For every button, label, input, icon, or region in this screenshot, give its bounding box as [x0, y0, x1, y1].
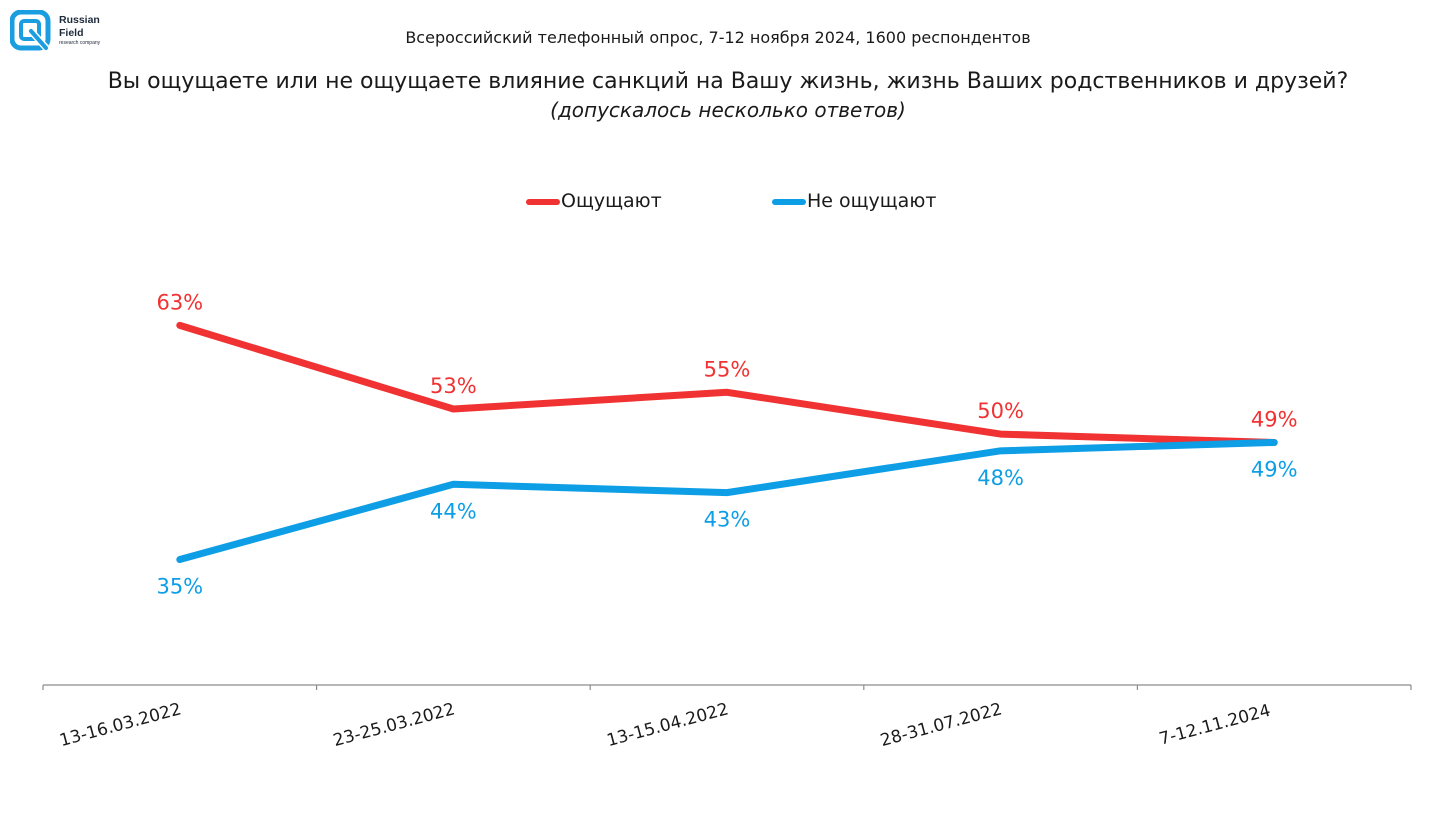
data-label: 43%: [704, 508, 751, 532]
data-label: 49%: [1251, 407, 1298, 431]
logo-text: Russian Field research company: [59, 14, 100, 47]
data-label: 48%: [977, 466, 1024, 490]
logo-tagline: research company: [59, 40, 101, 46]
chart-title: Вы ощущаете или не ощущаете влияние санк…: [107, 69, 1349, 94]
data-label: 35%: [156, 575, 203, 599]
logo-mark-icon: [10, 10, 51, 52]
logo-line-2: Field: [59, 27, 84, 39]
x-tick-label: 28-31.07.2022: [878, 699, 1004, 751]
survey-subtitle: Всероссийский телефонный опрос, 7-12 ноя…: [405, 28, 1031, 47]
data-label: 49%: [1251, 457, 1298, 481]
data-label: 53%: [430, 374, 477, 398]
legend-swatch-series-2: [772, 199, 806, 205]
x-tick-label: 13-15.04.2022: [605, 699, 731, 751]
data-label: 44%: [430, 499, 477, 523]
legend-swatch-series-1: [526, 199, 560, 205]
data-label: 63%: [156, 290, 203, 314]
data-label: 50%: [977, 399, 1024, 423]
legend-label-series-2: Не ощущают: [807, 190, 937, 212]
chart-note: (допускалось несколько ответов): [550, 98, 906, 122]
data-label: 55%: [704, 357, 751, 381]
company-logo: Russian Field research company: [10, 10, 110, 52]
series-line-2: [176, 438, 1278, 564]
logo-line-1: Russian: [59, 14, 100, 26]
x-tick-label: 13-16.03.2022: [57, 699, 183, 751]
legend-label-series-1: Ощущают: [561, 190, 662, 212]
x-tick-label: 23-25.03.2022: [331, 699, 457, 751]
series-line-1: [176, 321, 1278, 446]
x-tick-label: 7-12.11.2024: [1157, 701, 1273, 750]
